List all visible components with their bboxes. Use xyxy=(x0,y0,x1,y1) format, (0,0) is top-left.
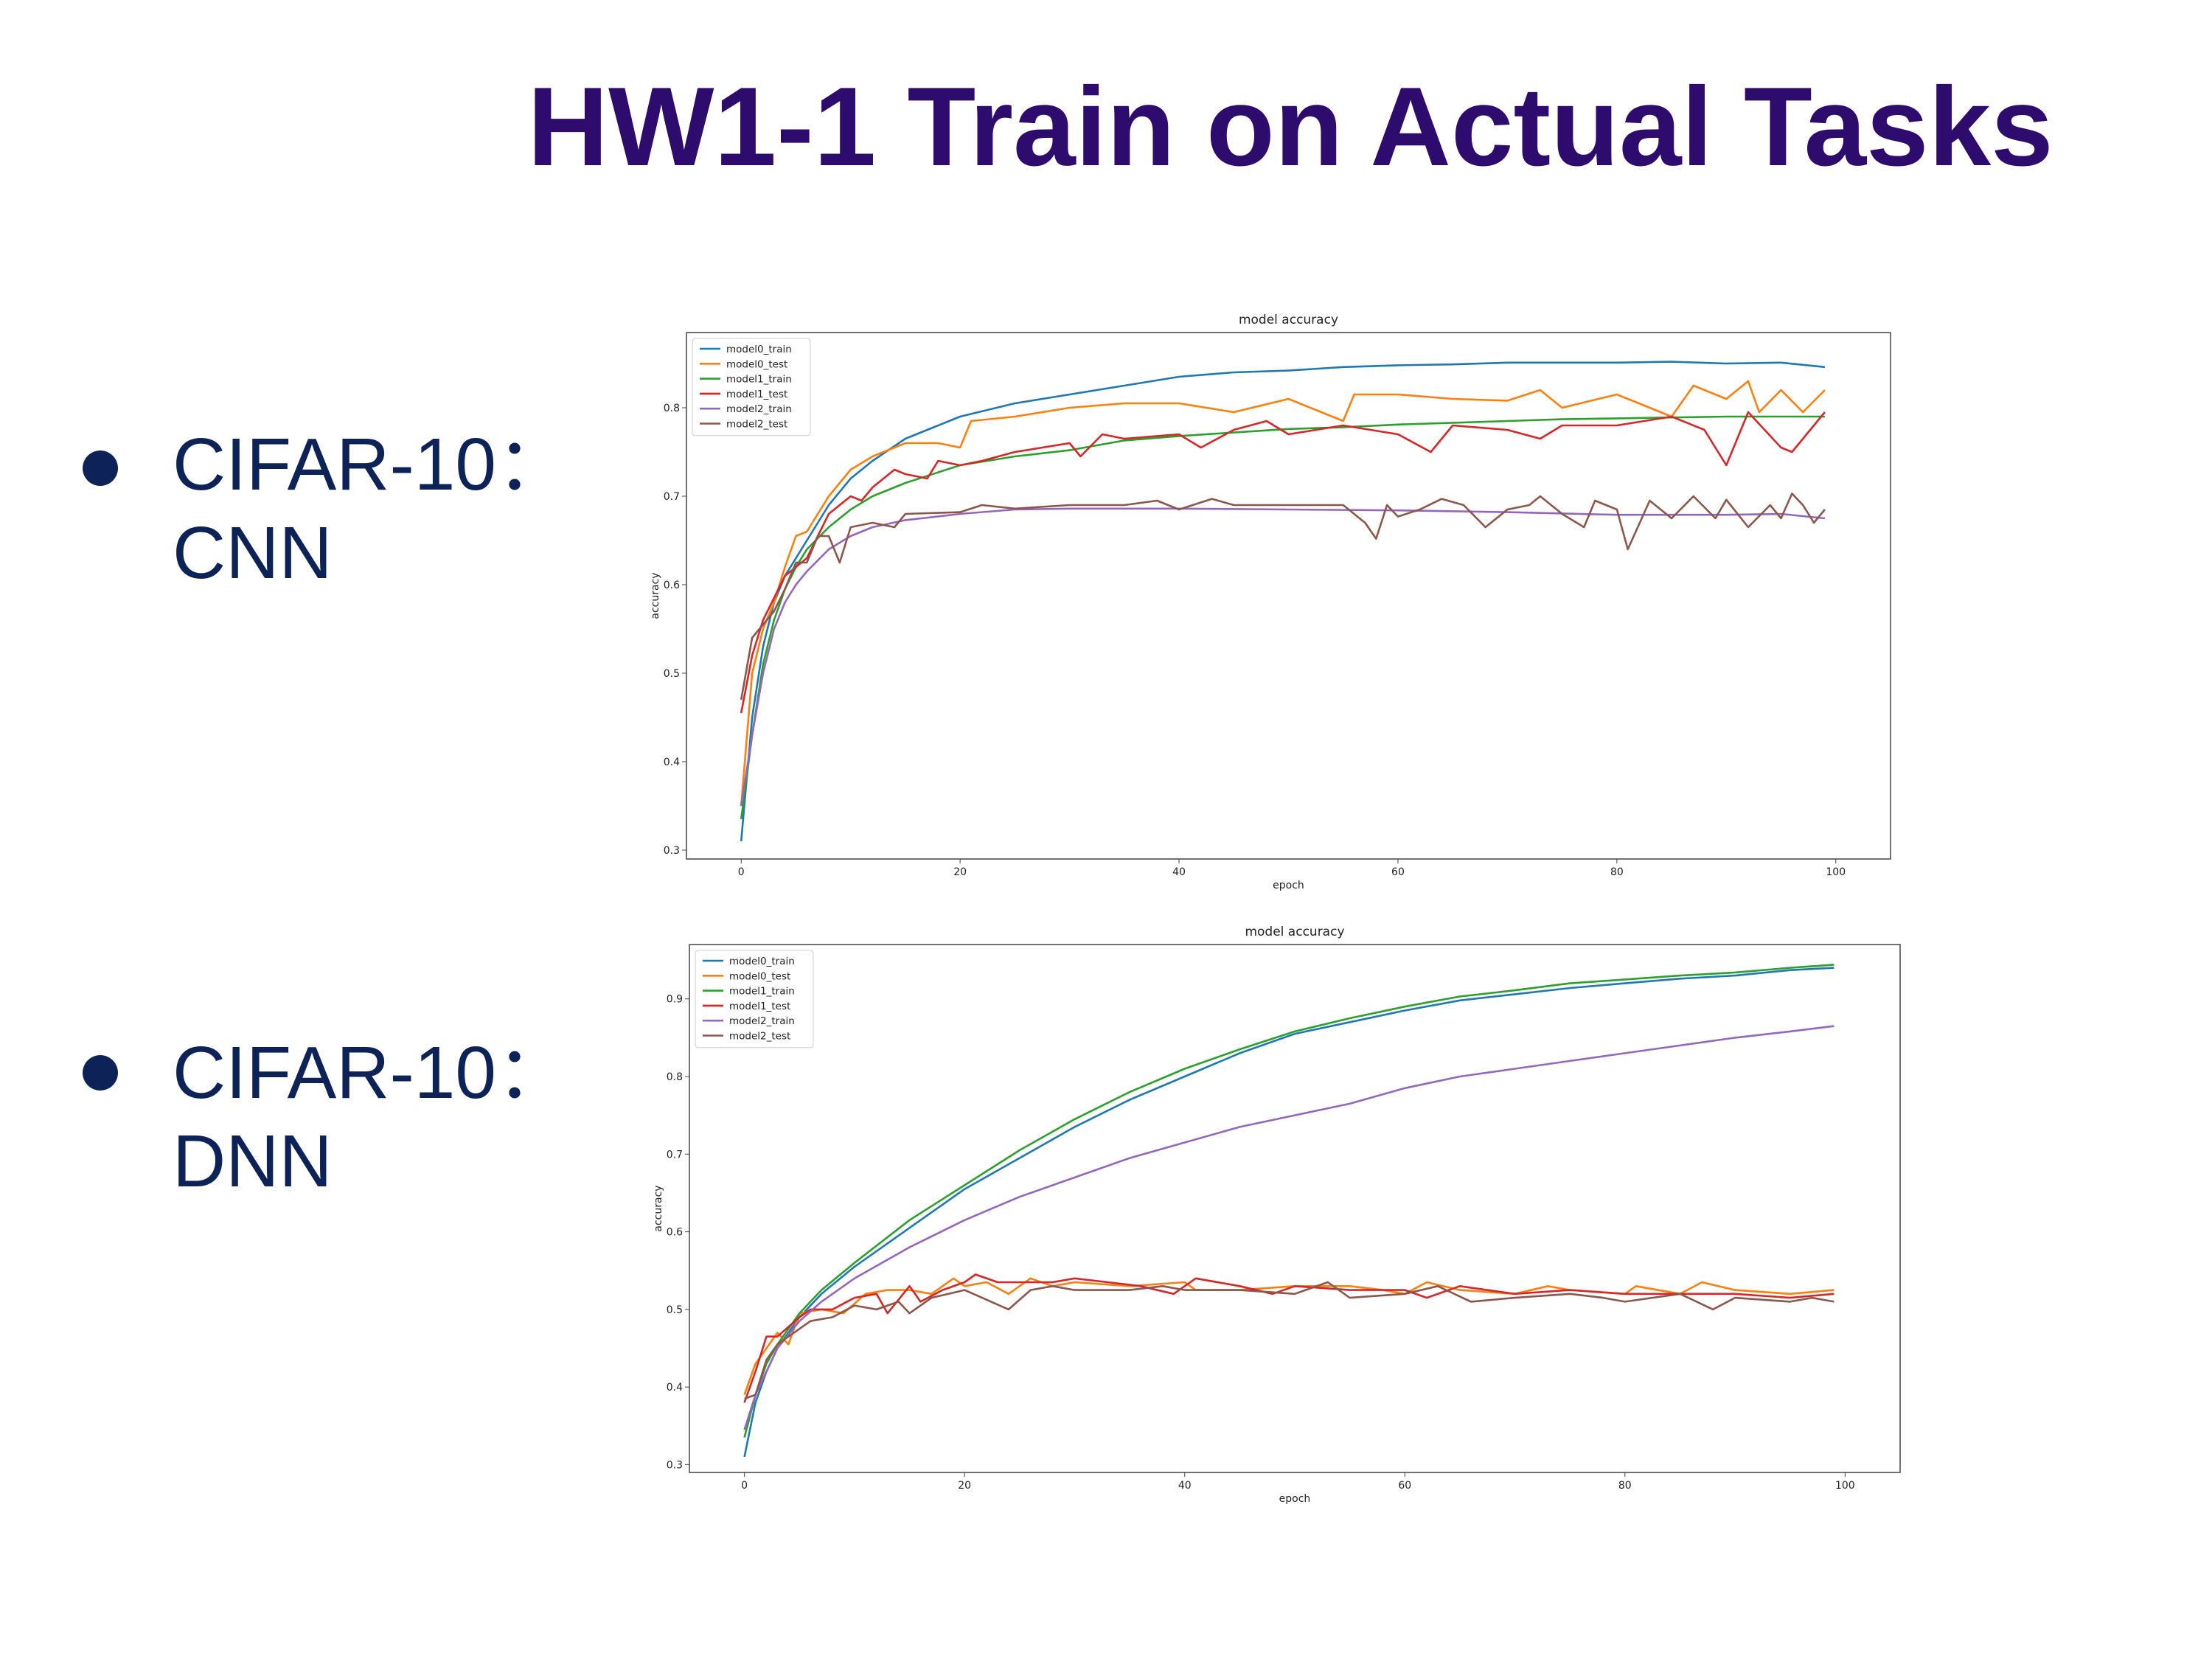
x-tick-label: 100 xyxy=(1826,866,1846,878)
y-tick-label: 0.6 xyxy=(667,1227,683,1239)
legend-label-model2_train: model2_train xyxy=(726,403,792,415)
x-axis-label: epoch xyxy=(1279,1493,1311,1505)
chart-title: model accuracy xyxy=(1245,925,1344,939)
y-tick-label: 0.4 xyxy=(664,757,680,768)
bullet-cnn: CIFAR-10： CNN xyxy=(173,420,570,597)
slide-title: HW1-1 Train on Actual Tasks xyxy=(527,64,2053,189)
chart-title: model accuracy xyxy=(1239,313,1338,327)
plot-frame xyxy=(689,944,1901,1473)
y-axis-label: accuracy xyxy=(653,1185,664,1231)
series-line-model2_test xyxy=(744,1281,1834,1400)
x-tick-label: 0 xyxy=(741,1480,748,1492)
x-tick-label: 20 xyxy=(958,1480,971,1492)
x-tick-label: 60 xyxy=(1398,1480,1411,1492)
x-axis-label: epoch xyxy=(1273,880,1304,891)
y-tick-label: 0.4 xyxy=(667,1382,683,1394)
bullet-dnn-line2: DNN xyxy=(173,1120,333,1203)
legend-label-model0_train: model0_train xyxy=(726,344,792,355)
x-tick-label: 20 xyxy=(953,866,967,878)
x-tick-label: 60 xyxy=(1391,866,1405,878)
series-line-model2_test xyxy=(740,493,1826,700)
legend-label-model1_train: model1_train xyxy=(726,374,792,386)
x-tick-label: 80 xyxy=(1610,866,1624,878)
bullet-dnn-line1: CIFAR-10： xyxy=(173,1032,571,1114)
bullet-dot xyxy=(83,1055,118,1091)
legend-label-model2_test: model2_test xyxy=(726,419,787,431)
series-line-model1_train xyxy=(743,964,1834,1438)
plot-frame xyxy=(686,332,1891,860)
x-tick-label: 80 xyxy=(1618,1480,1632,1492)
legend-label-model2_train: model2_train xyxy=(729,1015,795,1027)
y-axis-label: accuracy xyxy=(650,572,661,619)
y-tick-label: 0.5 xyxy=(664,668,680,680)
series-line-model1_test xyxy=(743,1273,1834,1403)
legend-label-model0_test: model0_test xyxy=(726,358,787,370)
legend-label-model2_test: model2_test xyxy=(729,1031,790,1043)
y-tick-label: 0.3 xyxy=(667,1459,683,1471)
legend-label-model0_train: model0_train xyxy=(729,956,795,967)
series-line-model1_test xyxy=(740,411,1826,714)
bullet-dot xyxy=(83,451,118,486)
y-tick-label: 0.8 xyxy=(664,403,680,414)
legend-label-model1_test: model1_test xyxy=(729,1001,790,1012)
legend-box xyxy=(695,950,814,1048)
series-line-model0_train xyxy=(740,361,1826,842)
x-tick-label: 0 xyxy=(738,866,745,878)
legend-label-model1_test: model1_test xyxy=(726,389,787,400)
series-line-model2_train xyxy=(743,1025,1834,1430)
series-line-model0_test xyxy=(740,380,1826,807)
legend-label-model0_test: model0_test xyxy=(729,970,790,982)
legend-label-model1_train: model1_train xyxy=(729,986,795,998)
y-tick-label: 0.7 xyxy=(667,1149,683,1161)
bullet-dnn: CIFAR-10： DNN xyxy=(173,1029,570,1206)
bullet-cnn-line2: CNN xyxy=(173,512,333,594)
y-tick-label: 0.9 xyxy=(667,994,683,1006)
y-tick-label: 0.6 xyxy=(664,580,680,591)
legend-box xyxy=(692,338,811,437)
y-tick-label: 0.8 xyxy=(667,1071,683,1083)
y-tick-label: 0.7 xyxy=(664,491,680,503)
y-tick-label: 0.3 xyxy=(664,845,680,857)
bullet-cnn-line1: CIFAR-10： xyxy=(173,423,571,506)
x-tick-label: 100 xyxy=(1835,1480,1855,1492)
x-tick-label: 40 xyxy=(1178,1480,1192,1492)
y-tick-label: 0.5 xyxy=(667,1304,683,1316)
x-tick-label: 40 xyxy=(1172,866,1186,878)
